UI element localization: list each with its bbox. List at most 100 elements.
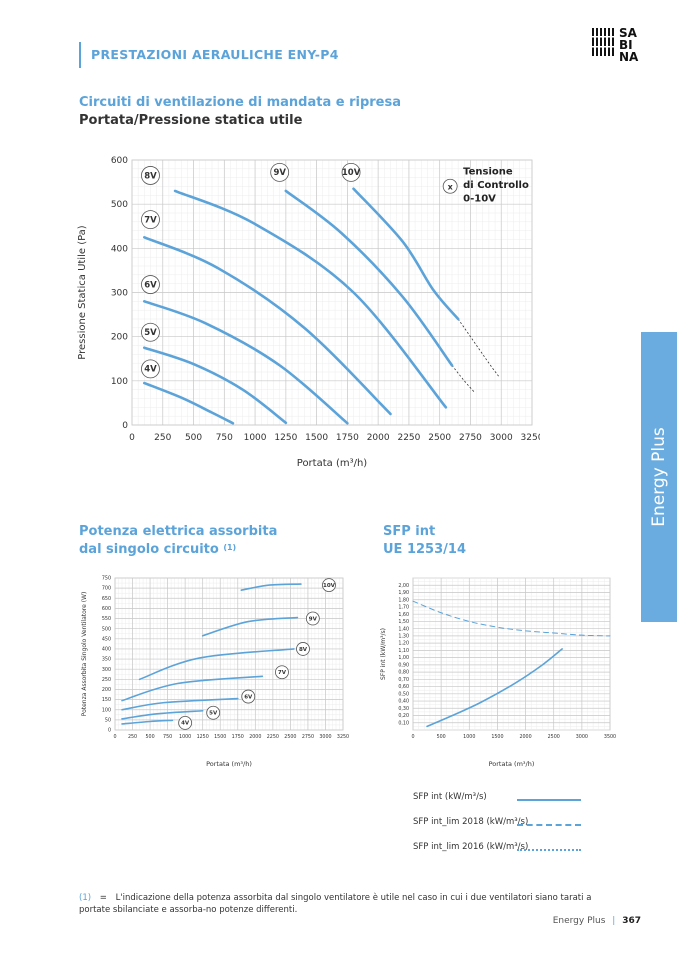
logo-mark <box>592 28 616 56</box>
limit-line <box>457 318 500 377</box>
x-tick-label: 0 <box>113 734 116 740</box>
x-tick-label: 2750 <box>459 433 482 443</box>
y-tick-label: 1,30 <box>398 634 409 640</box>
legend-solid-line <box>517 799 581 801</box>
x-tick-label: 3000 <box>319 734 331 740</box>
series-badge-label: 9V <box>273 168 286 178</box>
x-tick-label: 3000 <box>490 433 513 443</box>
chart3-title-line1: SFP int <box>383 524 436 539</box>
y-axis-label: SFP int (kW/m³/s) <box>380 628 387 680</box>
x-tick-label: 0 <box>129 433 135 443</box>
y-tick-label: 450 <box>102 636 111 642</box>
x-tick-label: 500 <box>437 734 446 740</box>
logo-text-1: SA <box>619 26 638 40</box>
series-line-9v <box>284 189 454 367</box>
side-tab-label: Energy Plus <box>649 427 669 527</box>
x-axis-label: Portata (m³/h) <box>297 458 368 469</box>
y-tick-label: 2,00 <box>398 583 409 589</box>
series-badge <box>296 642 310 656</box>
y-tick-label: 1,10 <box>398 648 409 654</box>
series-line-9v <box>201 616 299 637</box>
legend-box-line: di Controllo <box>463 180 529 191</box>
series-line-sfp-int <box>426 648 563 728</box>
x-tick-label: 2250 <box>397 433 420 443</box>
y-tick-label: 400 <box>111 244 128 254</box>
x-tick-label: 1000 <box>244 433 267 443</box>
page-number: 367 <box>622 916 641 926</box>
power-chart: 0 250 500 750 1000 1250 1500 1750 2000 2250 2500 27… <box>81 576 349 768</box>
series-badge-label: 5V <box>144 328 157 338</box>
y-tick-label: 700 <box>102 586 111 592</box>
x-tick-label: 1750 <box>336 433 359 443</box>
series-badge <box>178 716 193 730</box>
x-tick-label: 1000 <box>179 734 191 740</box>
limit-line <box>451 365 475 393</box>
x-tick-label: 750 <box>163 734 172 740</box>
series-badge <box>322 578 336 592</box>
series-badge <box>141 275 160 294</box>
x-tick-label: 1500 <box>305 433 328 443</box>
series-badge-label: 10V <box>323 583 336 589</box>
footnote-mark: (1) <box>79 893 92 903</box>
x-tick-label: 3000 <box>576 734 588 740</box>
chart2-title-line2: dal singolo circuito (1) <box>79 542 236 557</box>
series-badge <box>141 359 160 379</box>
footer-sep: | <box>612 916 616 926</box>
y-tick-label: 1,50 <box>398 619 409 625</box>
y-tick-label: 300 <box>102 667 111 673</box>
x-tick-label: 2500 <box>428 433 451 443</box>
x-tick-label: 3500 <box>604 734 616 740</box>
series-line-10v <box>240 583 302 591</box>
series-line-7v <box>143 235 392 416</box>
series-line-8v <box>138 648 295 681</box>
y-tick-label: 500 <box>102 626 111 632</box>
series-line-4v <box>121 719 174 725</box>
y-tick-label: 1,70 <box>398 605 409 611</box>
x-tick-label: 1500 <box>491 734 503 740</box>
y-tick-label: 0,30 <box>398 706 409 712</box>
y-tick-label: 50 <box>105 717 111 723</box>
series-line-sfp-int_lim-2018 <box>412 600 611 637</box>
header-accent-bar <box>79 42 81 68</box>
x-tick-label: 2000 <box>519 734 531 740</box>
x-tick-label: 2750 <box>302 734 314 740</box>
x-tick-label: 2500 <box>548 734 560 740</box>
x-axis-label: Portata (m³/h) <box>489 760 535 768</box>
legend-dotted-label: SFP int_lim 2016 (kW/m³/s) <box>413 842 529 852</box>
footnote-eq: = <box>99 893 107 903</box>
x-tick-label: 1500 <box>214 734 226 740</box>
series-badge-label: 4V <box>144 365 157 375</box>
y-tick-label: 0,20 <box>398 713 409 719</box>
y-tick-label: 0,80 <box>398 670 409 676</box>
page-footer: Energy Plus | 367 <box>553 916 641 926</box>
series-badge-label: 7V <box>278 670 287 676</box>
pressure-flow-chart: 0 250 500 750 1000 1250 1500 1750 2000 2250 2500 27… <box>77 156 540 469</box>
y-tick-label: 1,00 <box>398 655 409 661</box>
y-tick-label: 1,80 <box>398 597 409 603</box>
series-badge <box>141 322 160 342</box>
x-tick-label: 750 <box>216 433 233 443</box>
x-tick-label: 2000 <box>249 734 261 740</box>
legend-dotted-line <box>517 849 581 851</box>
series-badge-label: 6V <box>144 280 157 290</box>
series-badge-label: 4V <box>181 721 190 727</box>
y-tick-label: 0,70 <box>398 677 409 683</box>
series-line-6v <box>143 300 349 425</box>
y-tick-label: 0 <box>108 728 111 734</box>
y-tick-label: 1,90 <box>398 590 409 596</box>
y-tick-label: 150 <box>102 697 111 703</box>
x-tick-label: 250 <box>128 734 137 740</box>
y-tick-label: 250 <box>102 677 111 683</box>
series-badge-label: 10V <box>342 168 361 178</box>
legend-solid-label: SFP int (kW/m³/s) <box>413 792 487 802</box>
chart3-title-line2: UE 1253/14 <box>383 542 466 557</box>
chart1-subtitle: Portata/Pressione statica utile <box>79 113 303 128</box>
sfp-chart: 0 500 1000 1500 2000 2500 3000 3500 0,100,200,30… <box>380 577 616 768</box>
y-tick-label: 750 <box>102 576 111 582</box>
x-tick-label: 500 <box>145 734 154 740</box>
y-tick-label: 1,60 <box>398 612 409 618</box>
chart2-title-text: dal singolo circuito <box>79 542 219 557</box>
footer-brand: Energy Plus <box>552 916 606 926</box>
series-badge-label: 8V <box>144 171 157 181</box>
y-tick-label: 0,10 <box>398 720 409 726</box>
